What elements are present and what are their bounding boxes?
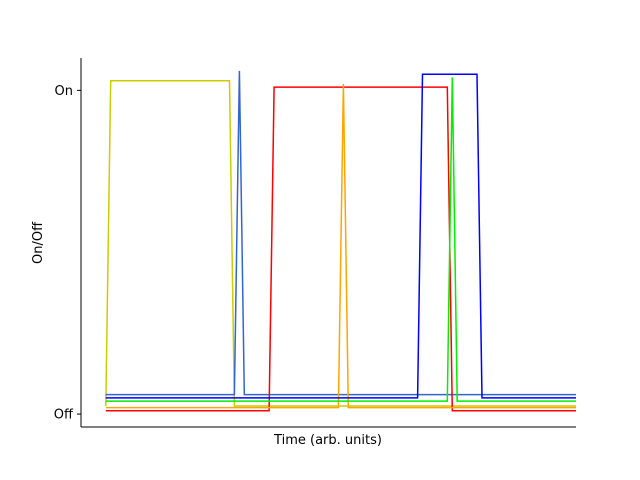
series-line-2 [105,70,576,396]
y-ticks: Off On [54,84,81,423]
series-line-3 [105,86,576,412]
series-line-4 [105,83,576,409]
y-tick-label: On [55,84,73,99]
x-axis-label: Time (arb. units) [273,433,382,448]
series-line-6 [105,77,576,402]
plot-area [105,70,576,412]
y-tick-label: Off [54,408,74,423]
series-line-5 [105,73,576,399]
y-axis-label: On/Off [31,221,46,264]
